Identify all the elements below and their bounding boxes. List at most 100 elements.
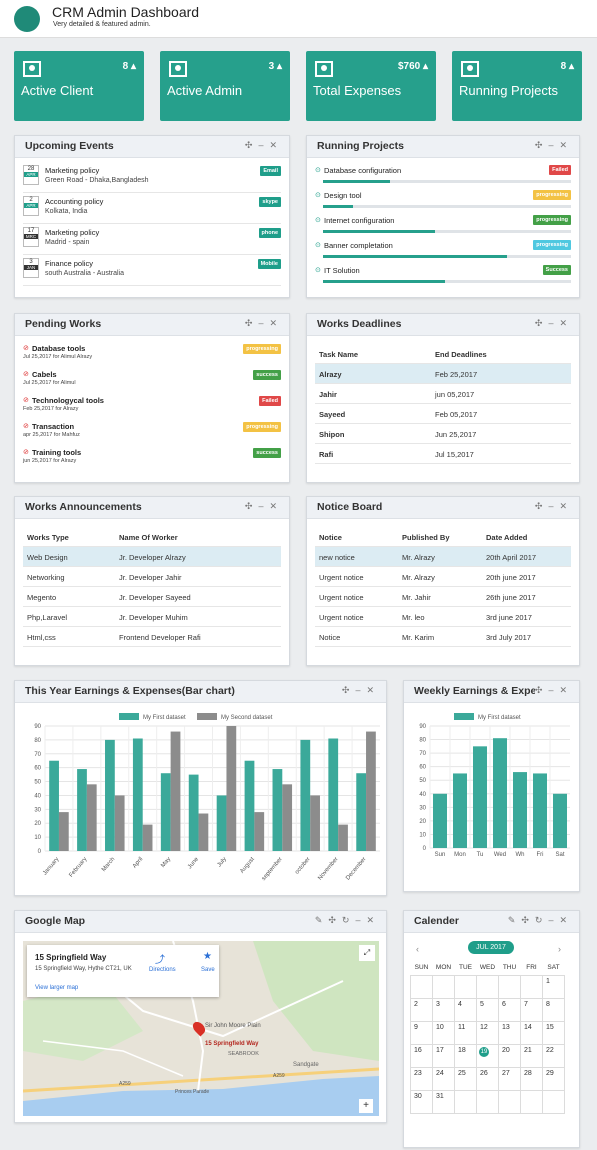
bar[interactable]	[49, 760, 59, 851]
panel-controls[interactable]: ✣–✕	[534, 501, 573, 511]
table-row[interactable]: Urgent notice Mr. Alrazy 20th june 2017	[315, 567, 571, 587]
bar[interactable]	[513, 772, 527, 848]
panel-controls[interactable]: ✎✣↻–✕	[314, 915, 380, 925]
calendar-day[interactable]: 25	[454, 1066, 477, 1091]
bar[interactable]	[160, 773, 171, 851]
calendar-day[interactable]	[520, 974, 543, 999]
bar[interactable]	[533, 773, 547, 848]
today-marker[interactable]: 19	[479, 1046, 489, 1057]
calendar-day[interactable]: 1	[542, 974, 565, 999]
calendar-day[interactable]	[542, 1089, 565, 1114]
calendar-day[interactable]: 3	[432, 997, 455, 1022]
map-canvas[interactable]: 15 Springfield Way 15 Springfield Way, H…	[23, 941, 379, 1116]
zoom-in-button[interactable]: +	[359, 1099, 373, 1113]
calendar-day[interactable]: 2	[410, 997, 433, 1022]
calendar-day[interactable]	[454, 974, 477, 999]
calendar-day[interactable]: 26	[476, 1066, 499, 1091]
bar[interactable]	[282, 784, 293, 851]
panel-controls[interactable]: ✎✣↻–✕	[507, 915, 573, 925]
panel-controls[interactable]: ✣–✕	[244, 318, 283, 328]
table-row[interactable]: Php,Laravel Jr. Developer Muhim	[23, 607, 281, 627]
bar[interactable]	[473, 746, 487, 848]
stat-card[interactable]: 3 ▴ Active Admin	[160, 51, 290, 121]
bar[interactable]	[216, 795, 227, 851]
calendar-day[interactable]: 8	[542, 997, 565, 1022]
calendar-day[interactable]: 9	[410, 1020, 433, 1045]
calendar-month-label[interactable]: JUL 2017	[468, 941, 514, 954]
table-row[interactable]: Rafi Jul 15,2017	[315, 444, 571, 464]
bar[interactable]	[188, 774, 199, 851]
bar[interactable]	[86, 784, 97, 851]
map-fullscreen-icon[interactable]: ⤢	[359, 945, 375, 961]
event-item[interactable]: 17 MRC Marketing policy Madrid - spain phone	[23, 226, 281, 255]
calendar-day[interactable]: 28	[520, 1066, 543, 1091]
prev-month-icon[interactable]: ‹	[416, 944, 419, 954]
next-month-icon[interactable]: ›	[558, 944, 561, 954]
panel-controls[interactable]: ✣–✕	[534, 140, 573, 150]
stat-card[interactable]: 8 ▴ Active Client	[14, 51, 144, 121]
calendar-day[interactable]: 23	[410, 1066, 433, 1091]
calendar-day[interactable]: 20	[498, 1043, 521, 1068]
table-row[interactable]: Notice Mr. Karim 3rd July 2017	[315, 627, 571, 647]
calendar-day[interactable]: 15	[542, 1020, 565, 1045]
calendar-day[interactable]	[498, 1089, 521, 1114]
bar[interactable]	[553, 793, 567, 848]
bar[interactable]	[433, 793, 447, 848]
save-star-icon[interactable]: ★	[203, 951, 212, 962]
calendar-day[interactable]: 16	[410, 1043, 433, 1068]
calendar-day[interactable]: 14	[520, 1020, 543, 1045]
calendar-day[interactable]: 10	[432, 1020, 455, 1045]
bar[interactable]	[366, 731, 376, 851]
bar[interactable]	[105, 739, 115, 851]
bar[interactable]	[198, 813, 209, 852]
bar[interactable]	[493, 738, 507, 848]
table-row[interactable]: Networking Jr. Developer Jahir	[23, 567, 281, 587]
event-item[interactable]: 3 JAN Finance policy south Australia - Aust…	[23, 257, 281, 286]
bar[interactable]	[338, 824, 348, 851]
table-row[interactable]: Urgent notice Mr. leo 3rd june 2017	[315, 607, 571, 627]
event-item[interactable]: 28 APR Marketing policy Green Road - Dhaka,…	[23, 164, 281, 193]
table-row[interactable]: new notice Mr. Alrazy 20th April 2017	[315, 547, 571, 567]
calendar-day[interactable]	[432, 974, 455, 999]
bar[interactable]	[328, 738, 339, 852]
table-row[interactable]: Alrazy Feb 25,2017	[315, 364, 571, 384]
bar[interactable]	[114, 795, 125, 851]
table-row[interactable]: Web Design Jr. Developer Alrazy	[23, 547, 281, 567]
calendar-day[interactable]: 7	[520, 997, 543, 1022]
calendar-day[interactable]	[520, 1089, 543, 1114]
calendar-day[interactable]: 13	[498, 1020, 521, 1045]
calendar-day[interactable]: 4	[454, 997, 477, 1022]
bar[interactable]	[58, 812, 69, 851]
calendar-day[interactable]: 31	[432, 1089, 455, 1114]
table-row[interactable]: Urgent notice Mr. Jahir 26th june 2017	[315, 587, 571, 607]
bar[interactable]	[226, 726, 237, 851]
stat-card[interactable]: 8 ▴ Running Projects	[452, 51, 582, 121]
calendar-day[interactable]: 29	[542, 1066, 565, 1091]
calendar-day[interactable]: 11	[454, 1020, 477, 1045]
directions-icon[interactable]: ⤴	[155, 955, 165, 966]
calendar-day[interactable]	[498, 974, 521, 999]
bar[interactable]	[170, 731, 181, 851]
bar[interactable]	[244, 760, 255, 851]
panel-controls[interactable]: ✣–✕	[534, 318, 573, 328]
bar[interactable]	[272, 769, 283, 851]
panel-controls[interactable]: ✣–✕	[341, 685, 380, 695]
bar[interactable]	[132, 738, 143, 852]
table-row[interactable]: Shipon Jun 25,2017	[315, 424, 571, 444]
panel-controls[interactable]: ✣–✕	[244, 501, 283, 511]
calendar-day[interactable]	[476, 974, 499, 999]
calendar-day[interactable]	[410, 974, 433, 999]
calendar-day[interactable]: 17	[432, 1043, 455, 1068]
calendar-day[interactable]: 5	[476, 997, 499, 1022]
calendar-day[interactable]: 19	[476, 1043, 499, 1068]
panel-controls[interactable]: ✣–✕	[244, 140, 283, 150]
calendar-day[interactable]: 21	[520, 1043, 543, 1068]
calendar-day[interactable]: 27	[498, 1066, 521, 1091]
calendar-day[interactable]: 24	[432, 1066, 455, 1091]
calendar-day[interactable]: 18	[454, 1043, 477, 1068]
bar[interactable]	[142, 824, 153, 851]
bar[interactable]	[254, 812, 265, 851]
table-row[interactable]: Html,css Frontend Developer Rafi	[23, 627, 281, 647]
directions-button[interactable]: Directions	[149, 967, 176, 973]
calendar-day[interactable]	[476, 1089, 499, 1114]
